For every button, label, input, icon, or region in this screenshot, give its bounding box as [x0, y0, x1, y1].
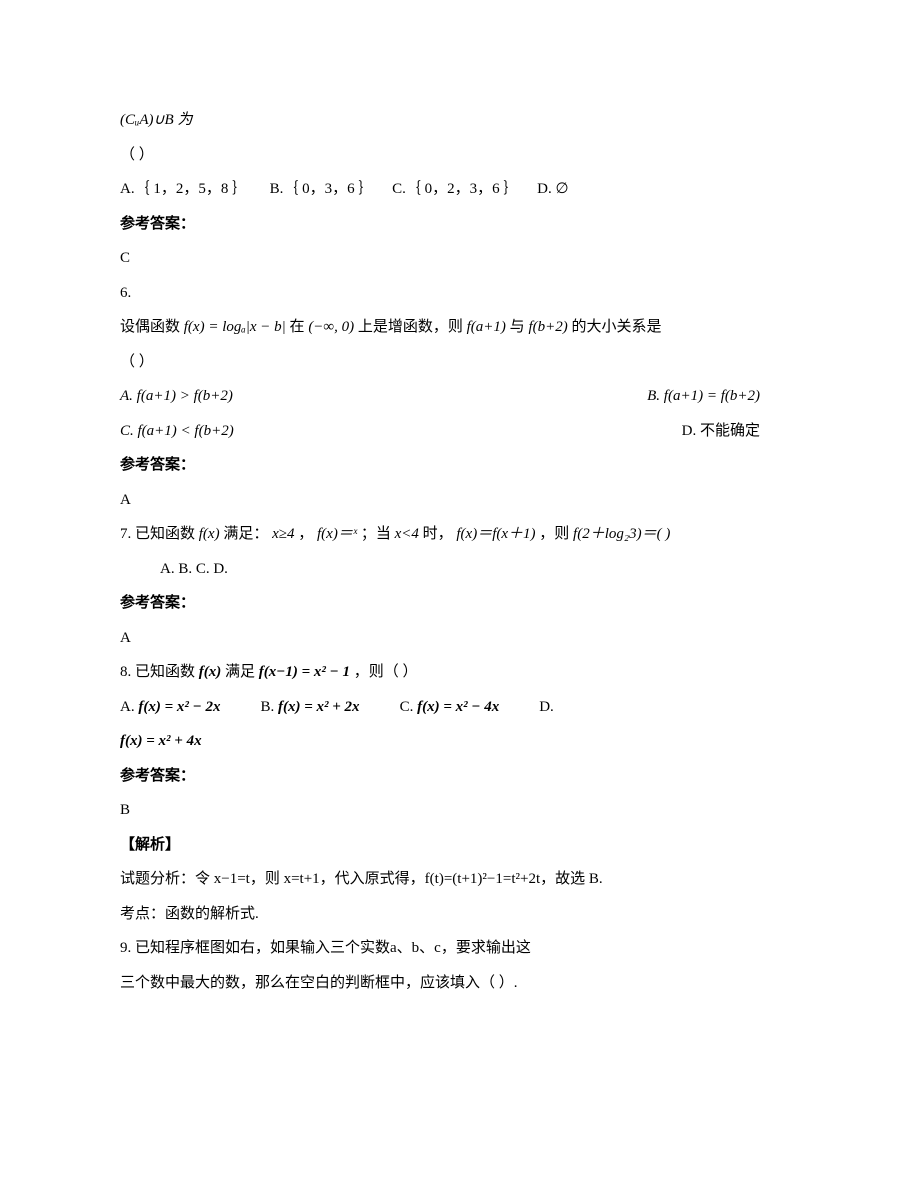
q8-answer: B	[120, 796, 800, 825]
q6-answer: A	[120, 486, 800, 515]
q6-number: 6.	[120, 279, 800, 308]
q7-answer-label: 参考答案：	[120, 589, 800, 618]
q7-options: A. B. C. D.	[120, 555, 800, 584]
q8-option-d-expr: f(x) = x² + 4x	[120, 727, 800, 756]
q6-option-c: C. f(a+1) < f(b+2)	[120, 417, 234, 446]
q8-a-expr: f(x) = x² − 2x	[138, 699, 220, 715]
q5-expr: (CᵤA)∪B 为	[120, 112, 192, 128]
q8-b-prefix: B.	[260, 699, 274, 715]
q8-b-expr: f(x) = x² + 2x	[278, 699, 360, 715]
q8-options-row: A. f(x) = x² − 2x B. f(x) = x² + 2x C. f…	[120, 693, 800, 722]
q9-line1: 9. 已知程序框图如右，如果输入三个实数a、b、c，要求输出这	[120, 934, 800, 963]
q6-option-a: A. f(a+1) > f(b+2)	[120, 382, 233, 411]
q5-lead: (CᵤA)∪B 为	[120, 106, 800, 135]
q6-expr3: f(a+1)	[467, 319, 506, 335]
q8-answer-label: 参考答案：	[120, 762, 800, 791]
q8-explain-label: 【解析】	[120, 831, 800, 860]
q6-option-b: B. f(a+1) = f(b+2)	[647, 382, 760, 411]
q9-number: 9.	[120, 940, 135, 956]
q8-c-prefix: C.	[400, 699, 414, 715]
q6-expr2: (−∞, 0)	[308, 319, 354, 335]
q7-p11: ，则	[539, 526, 569, 542]
q6-p2: 在	[290, 319, 305, 335]
q8-p2: f(x)	[199, 664, 222, 680]
q7-p6: f(x)＝ˣ	[317, 526, 357, 542]
q8-p3: 满足	[225, 664, 255, 680]
q6-options-row2: C. f(a+1) < f(b+2) D. 不能确定	[120, 417, 760, 446]
exam-page: (CᵤA)∪B 为 （ ） A.｛ 1，2，5，8 ｝ B.｛ 0，3，6 ｝ …	[0, 0, 920, 1191]
q8-explanation: 试题分析：令 x−1=t，则 x=t+1，代入原式得，f(t)=(t+1)²−1…	[120, 865, 800, 894]
q6-expr1: f(x) = logₐ|x − b|	[184, 319, 286, 335]
q5-option-b: B.｛ 0，3，6 ｝	[270, 181, 374, 197]
q8-option-b: B. f(x) = x² + 2x	[260, 693, 359, 722]
q7-stem: 7. 已知函数 f(x) 满足： x≥4 ， f(x)＝ˣ ；当 x<4 时， …	[120, 520, 800, 549]
q5-answer: C	[120, 244, 800, 273]
q5-option-a: A.｛ 1，2，5，8 ｝	[120, 181, 247, 197]
q8-number: 8.	[120, 664, 135, 680]
q7-p1: 已知函数	[135, 526, 195, 542]
q8-option-a: A. f(x) = x² − 2x	[120, 693, 220, 722]
q5-answer-label: 参考答案：	[120, 210, 800, 239]
q9-text1: 已知程序框图如右，如果输入三个实数a、b、c，要求输出这	[135, 940, 531, 956]
q6-paren: （ ）	[120, 348, 800, 377]
q6-p1: 设偶函数	[120, 319, 180, 335]
q6-answer-label: 参考答案：	[120, 451, 800, 480]
q6-stem: 设偶函数 f(x) = logₐ|x − b| 在 (−∞, 0) 上是增函数，…	[120, 313, 800, 342]
q8-stem: 8. 已知函数 f(x) 满足 f(x−1) = x² − 1 ，则（ ）	[120, 658, 800, 687]
q8-p1: 已知函数	[135, 664, 195, 680]
q5-option-c: C.｛ 0，2，3，6 ｝	[392, 181, 518, 197]
q8-topic: 考点：函数的解析式.	[120, 900, 800, 929]
q5-paren: （ ）	[120, 141, 800, 170]
q7-p2: f(x)	[199, 526, 220, 542]
q5-options-row: A.｛ 1，2，5，8 ｝ B.｛ 0，3，6 ｝ C.｛ 0，2，3，6 ｝ …	[120, 175, 800, 204]
q9-line2: 三个数中最大的数，那么在空白的判断框中，应该填入（ ）.	[120, 969, 800, 998]
q6-p4: 与	[510, 319, 525, 335]
q7-p12: f(2＋log₂3)＝( )	[573, 526, 670, 542]
q7-p4: x≥4	[272, 526, 294, 542]
q7-p5: ，	[298, 526, 313, 542]
q7-p10: f(x)＝f(x＋1)	[456, 526, 535, 542]
q7-p7: ；当	[361, 526, 391, 542]
q8-p5: ，则（ ）	[354, 664, 418, 680]
q8-p4: f(x−1) = x² − 1	[259, 664, 350, 680]
q6-p5: 的大小关系是	[571, 319, 661, 335]
q8-c-expr: f(x) = x² − 4x	[417, 699, 499, 715]
q6-expr4: f(b+2)	[528, 319, 567, 335]
q7-p9: 时，	[423, 526, 453, 542]
q5-option-d: D. ∅	[537, 181, 568, 197]
q6-p3: 上是增函数，则	[358, 319, 463, 335]
q8-d-prefix: D.	[539, 693, 554, 722]
q7-number: 7.	[120, 526, 135, 542]
q7-p3: 满足：	[223, 526, 268, 542]
q7-answer: A	[120, 624, 800, 653]
q7-p8: x<4	[395, 526, 419, 542]
q6-option-d: D. 不能确定	[682, 417, 760, 446]
q8-a-prefix: A.	[120, 699, 135, 715]
q6-options-row1: A. f(a+1) > f(b+2) B. f(a+1) = f(b+2)	[120, 382, 760, 411]
q8-option-c: C. f(x) = x² − 4x	[400, 693, 500, 722]
